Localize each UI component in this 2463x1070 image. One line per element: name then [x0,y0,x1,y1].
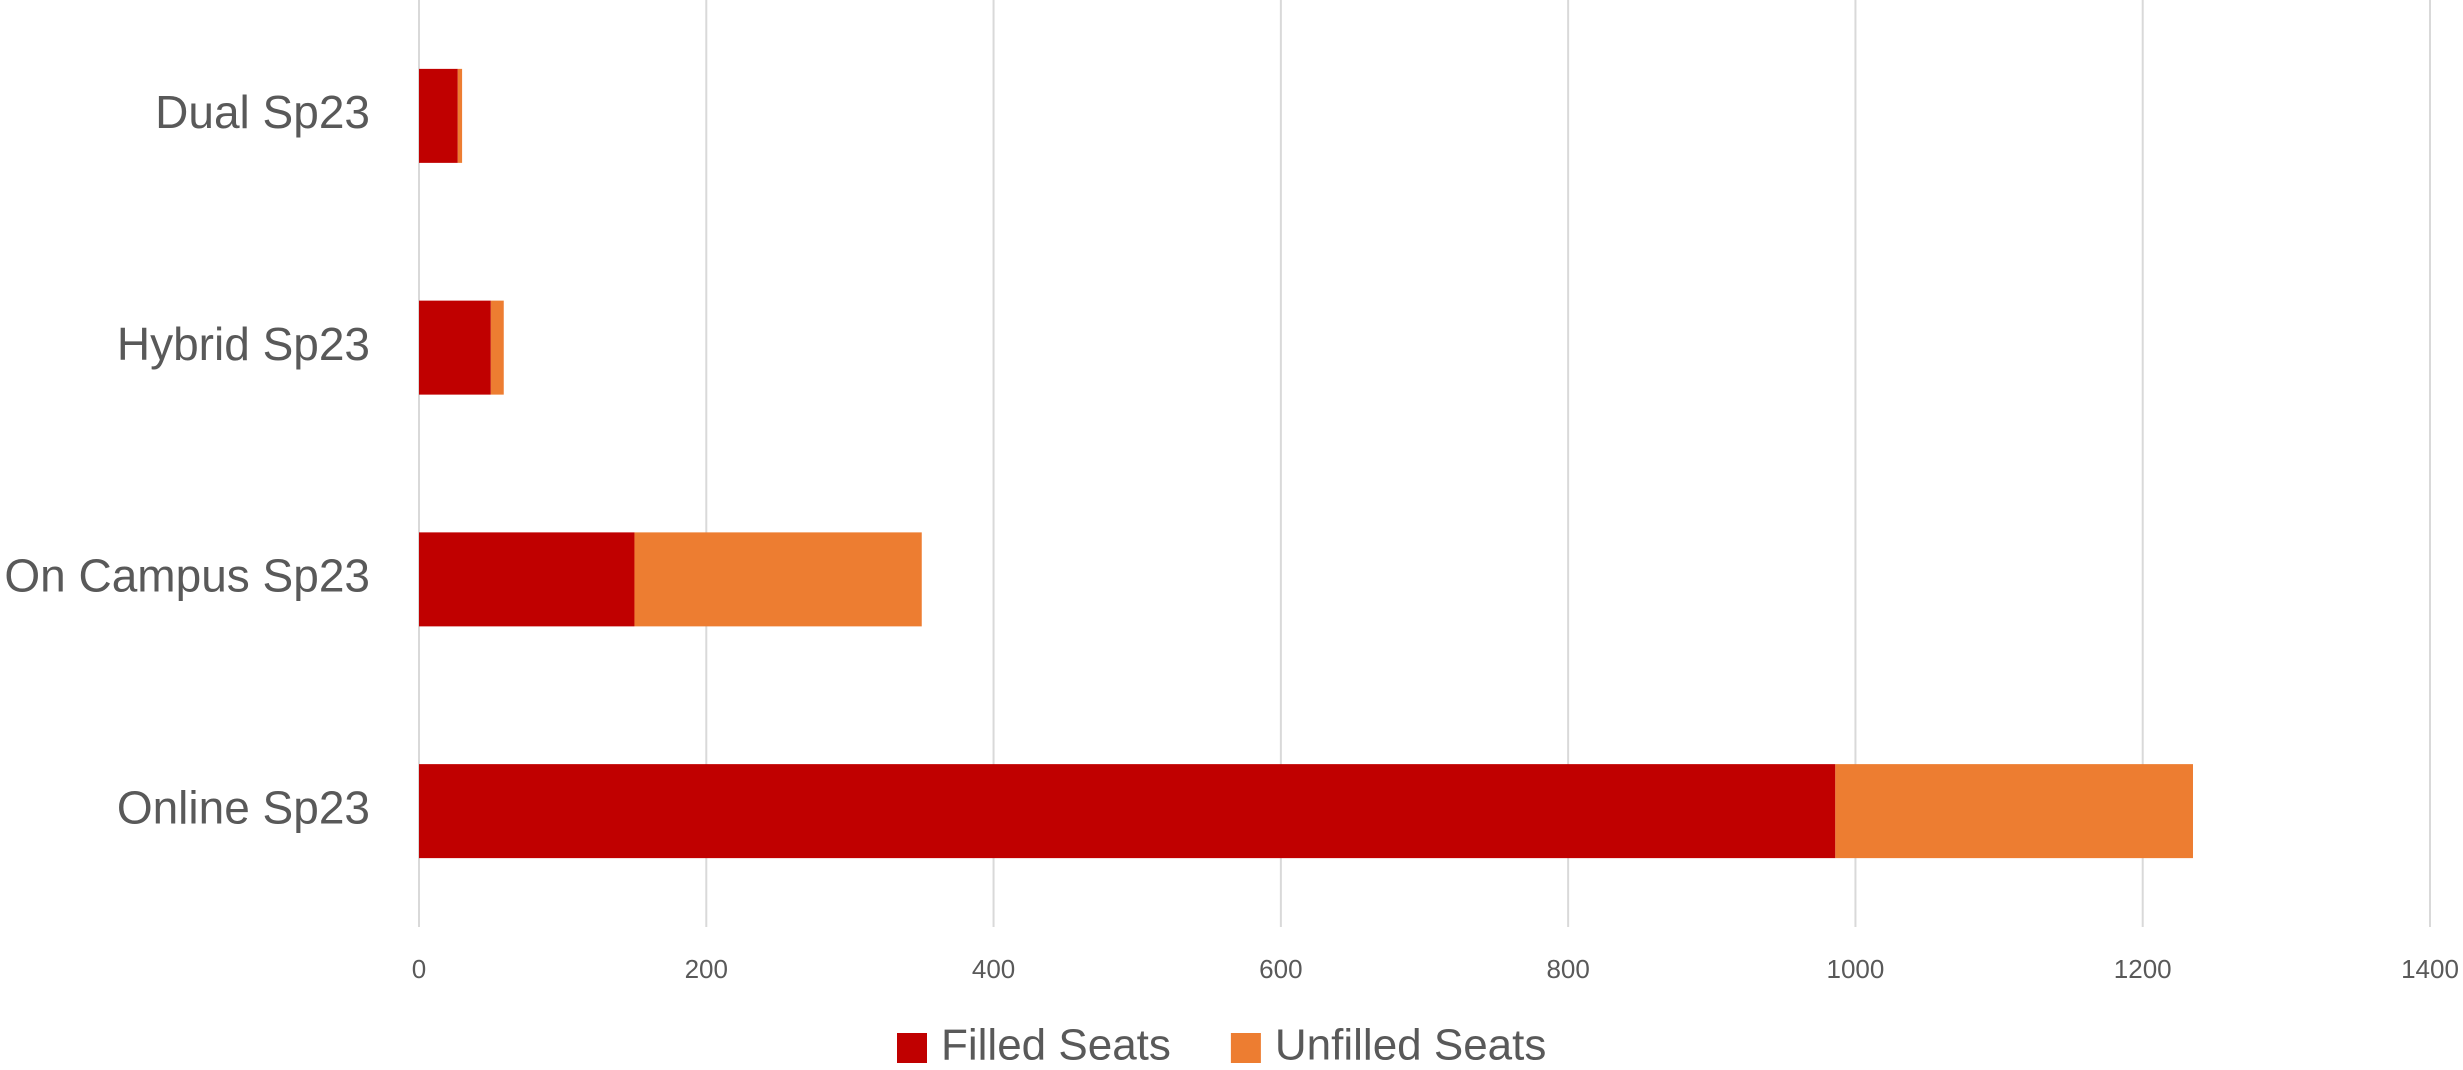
x-tick-label: 800 [1546,954,1589,984]
x-tick-label: 600 [1259,954,1302,984]
bar-segment [634,532,922,627]
legend-swatch [1230,1033,1261,1063]
bar-segment [419,300,491,395]
bar-segment [457,68,463,163]
legend-label: Filled Seats [941,1021,1171,1070]
bar-segment [1835,764,2193,859]
bar-segment [419,764,1836,859]
category-label: On Campus Sp23 [4,550,370,602]
x-tick-label: 0 [412,954,426,984]
x-tick-label: 1000 [1827,954,1885,984]
bar-segment [419,68,458,163]
bar-segment [419,532,635,627]
x-tick-label: 400 [972,954,1015,984]
legend-swatch [897,1033,927,1063]
x-tick-label: 1200 [2114,954,2172,984]
category-label: Dual Sp23 [155,86,370,138]
x-tick-label: 1400 [2401,954,2459,984]
category-label: Online Sp23 [117,781,370,833]
bar-segment [490,300,504,395]
legend-label: Unfilled Seats [1275,1021,1546,1070]
category-label: Hybrid Sp23 [117,318,370,370]
x-tick-label: 200 [685,954,728,984]
